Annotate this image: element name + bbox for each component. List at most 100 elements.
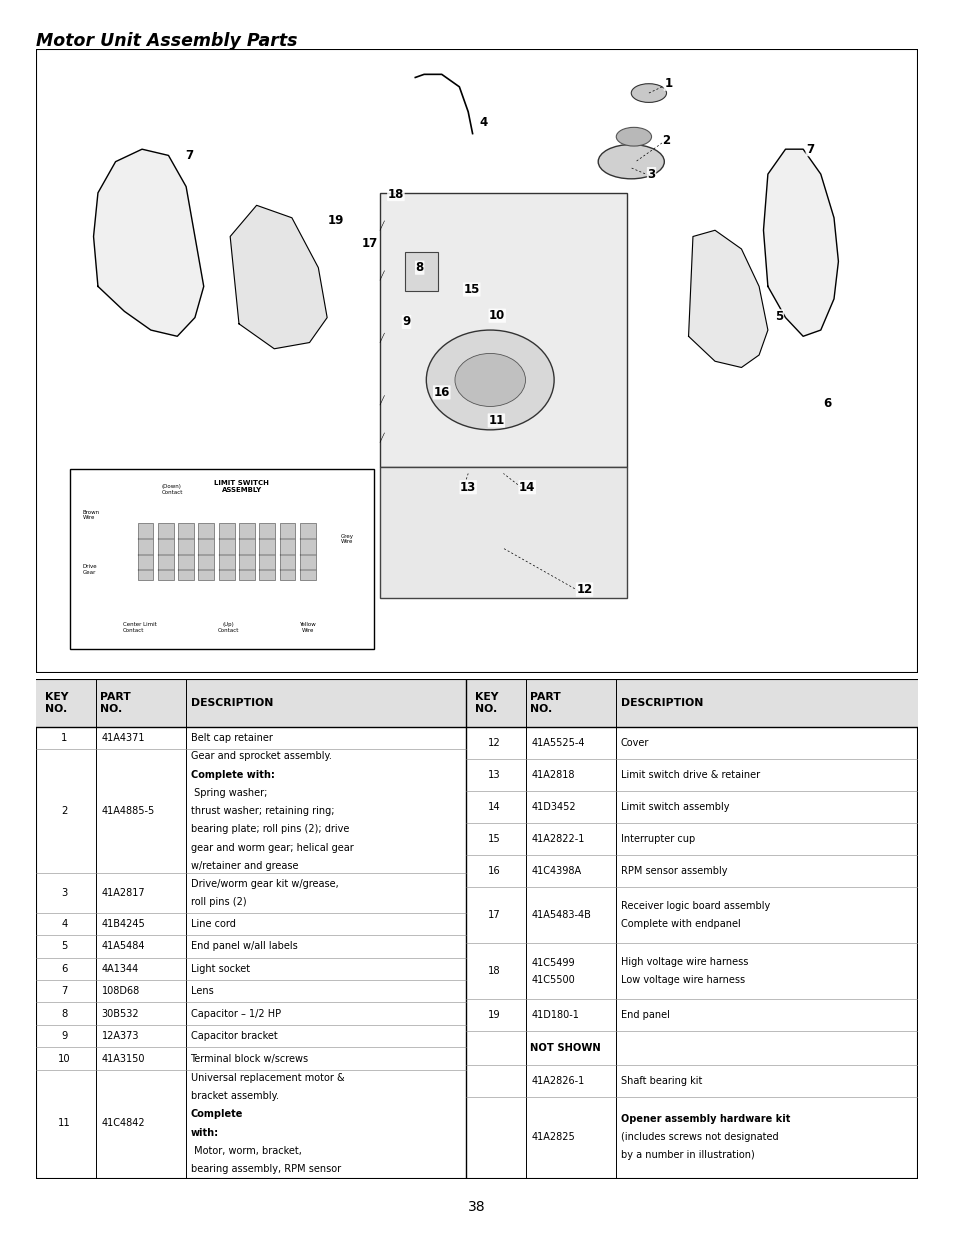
Text: 41D180-1: 41D180-1 [531, 1010, 578, 1020]
Bar [137, 524, 153, 579]
Polygon shape [688, 230, 767, 368]
Bar [70, 468, 374, 650]
Text: 41A5525-4: 41A5525-4 [531, 737, 584, 748]
Text: roll pins (2): roll pins (2) [191, 897, 246, 906]
Text: Center Limit
Contact: Center Limit Contact [123, 622, 156, 632]
Text: 16: 16 [488, 866, 500, 876]
Text: Limit switch assembly: Limit switch assembly [620, 802, 728, 811]
Bar [279, 524, 295, 579]
Bar [218, 524, 234, 579]
Text: Complete: Complete [191, 1109, 243, 1119]
Text: 41C5499: 41C5499 [531, 958, 575, 968]
Text: (includes screws not designated: (includes screws not designated [620, 1131, 778, 1142]
Text: gear and worm gear; helical gear: gear and worm gear; helical gear [191, 842, 353, 852]
Ellipse shape [631, 84, 666, 103]
Text: Spring washer;: Spring washer; [191, 788, 267, 798]
Text: 16: 16 [433, 385, 450, 399]
Text: PART
NO.: PART NO. [100, 692, 131, 714]
Text: 9: 9 [61, 1031, 68, 1041]
Text: 2: 2 [661, 133, 670, 147]
Text: Line cord: Line cord [191, 919, 235, 929]
Text: Terminal block w/screws: Terminal block w/screws [191, 1053, 309, 1063]
Text: DESCRIPTION: DESCRIPTION [191, 698, 273, 708]
Bar [299, 524, 315, 579]
Bar [178, 524, 193, 579]
Text: Grey
Wire: Grey Wire [341, 534, 354, 545]
Text: Complete with endpanel: Complete with endpanel [620, 919, 740, 929]
Text: Receiver logic board assembly: Receiver logic board assembly [620, 902, 769, 911]
Text: 11: 11 [58, 1119, 71, 1129]
Bar [198, 524, 214, 579]
Text: (Up)
Contact: (Up) Contact [217, 622, 239, 632]
Text: 41A4371: 41A4371 [101, 734, 145, 743]
Bar [259, 524, 274, 579]
Text: 3: 3 [61, 888, 68, 898]
Bar [36, 679, 917, 726]
Text: 2: 2 [61, 806, 68, 816]
Text: RPM sensor assembly: RPM sensor assembly [620, 866, 726, 876]
Text: Interrupter cup: Interrupter cup [620, 834, 694, 844]
Text: with:: with: [191, 1128, 218, 1137]
Text: Opener assembly hardware kit: Opener assembly hardware kit [620, 1114, 789, 1124]
Text: LIMIT SWITCH
ASSEMBLY: LIMIT SWITCH ASSEMBLY [214, 479, 269, 493]
Bar [404, 252, 437, 290]
Text: 13: 13 [459, 480, 476, 494]
Text: 41C5500: 41C5500 [531, 974, 575, 984]
Text: 12: 12 [576, 583, 592, 597]
Text: 41A2818: 41A2818 [531, 769, 575, 779]
Text: by a number in illustration): by a number in illustration) [620, 1150, 754, 1160]
Text: 38: 38 [468, 1200, 485, 1214]
Text: 13: 13 [488, 769, 500, 779]
Text: 7: 7 [186, 149, 193, 162]
Text: 15: 15 [463, 283, 479, 296]
Text: 8: 8 [61, 1009, 68, 1019]
Text: 18: 18 [488, 966, 500, 977]
Text: 108D68: 108D68 [101, 987, 139, 997]
Text: 8: 8 [416, 261, 423, 274]
Text: 30B532: 30B532 [101, 1009, 139, 1019]
Text: 14: 14 [518, 480, 535, 494]
Text: 41A2817: 41A2817 [101, 888, 145, 898]
Text: 5: 5 [61, 941, 68, 951]
Text: 5: 5 [775, 310, 782, 322]
Text: Motor, worm, bracket,: Motor, worm, bracket, [191, 1146, 301, 1156]
Text: Limit switch drive & retainer: Limit switch drive & retainer [620, 769, 759, 779]
Text: 18: 18 [387, 188, 404, 200]
Ellipse shape [426, 330, 554, 430]
Text: 12A373: 12A373 [101, 1031, 139, 1041]
Text: Drive
Gear: Drive Gear [83, 564, 97, 574]
Text: 41A2825: 41A2825 [531, 1131, 575, 1142]
Text: 41A4885-5: 41A4885-5 [101, 806, 154, 816]
Text: 41B4245: 41B4245 [101, 919, 145, 929]
Text: NOT SHOWN: NOT SHOWN [529, 1044, 600, 1053]
Text: 3: 3 [647, 168, 655, 180]
Text: End panel w/all labels: End panel w/all labels [191, 941, 297, 951]
Text: High voltage wire harness: High voltage wire harness [620, 957, 747, 967]
Text: 41C4842: 41C4842 [101, 1119, 145, 1129]
Text: bracket assembly.: bracket assembly. [191, 1091, 281, 1102]
Text: Belt cap retainer: Belt cap retainer [191, 734, 273, 743]
Text: 7: 7 [805, 143, 814, 156]
Text: Complete with:: Complete with: [191, 769, 274, 779]
Text: 17: 17 [488, 910, 500, 920]
Bar [158, 524, 173, 579]
Polygon shape [93, 149, 204, 336]
Text: PART
NO.: PART NO. [529, 692, 560, 714]
Text: Capacitor bracket: Capacitor bracket [191, 1031, 277, 1041]
Text: 10: 10 [489, 309, 505, 322]
Text: 4: 4 [479, 116, 488, 130]
Text: thrust washer; retaining ring;: thrust washer; retaining ring; [191, 806, 334, 816]
Text: 7: 7 [61, 987, 68, 997]
Text: 41A2826-1: 41A2826-1 [531, 1076, 584, 1086]
Text: Capacitor – 1/2 HP: Capacitor – 1/2 HP [191, 1009, 280, 1019]
Text: 12: 12 [488, 737, 500, 748]
Text: 19: 19 [328, 214, 344, 227]
Ellipse shape [616, 127, 651, 146]
Text: 41C4398A: 41C4398A [531, 866, 581, 876]
Text: Light socket: Light socket [191, 963, 250, 973]
Text: 41A5483-4B: 41A5483-4B [531, 910, 591, 920]
Bar [239, 524, 254, 579]
Text: 19: 19 [488, 1010, 500, 1020]
Text: 9: 9 [402, 315, 410, 329]
Text: 17: 17 [361, 237, 377, 251]
